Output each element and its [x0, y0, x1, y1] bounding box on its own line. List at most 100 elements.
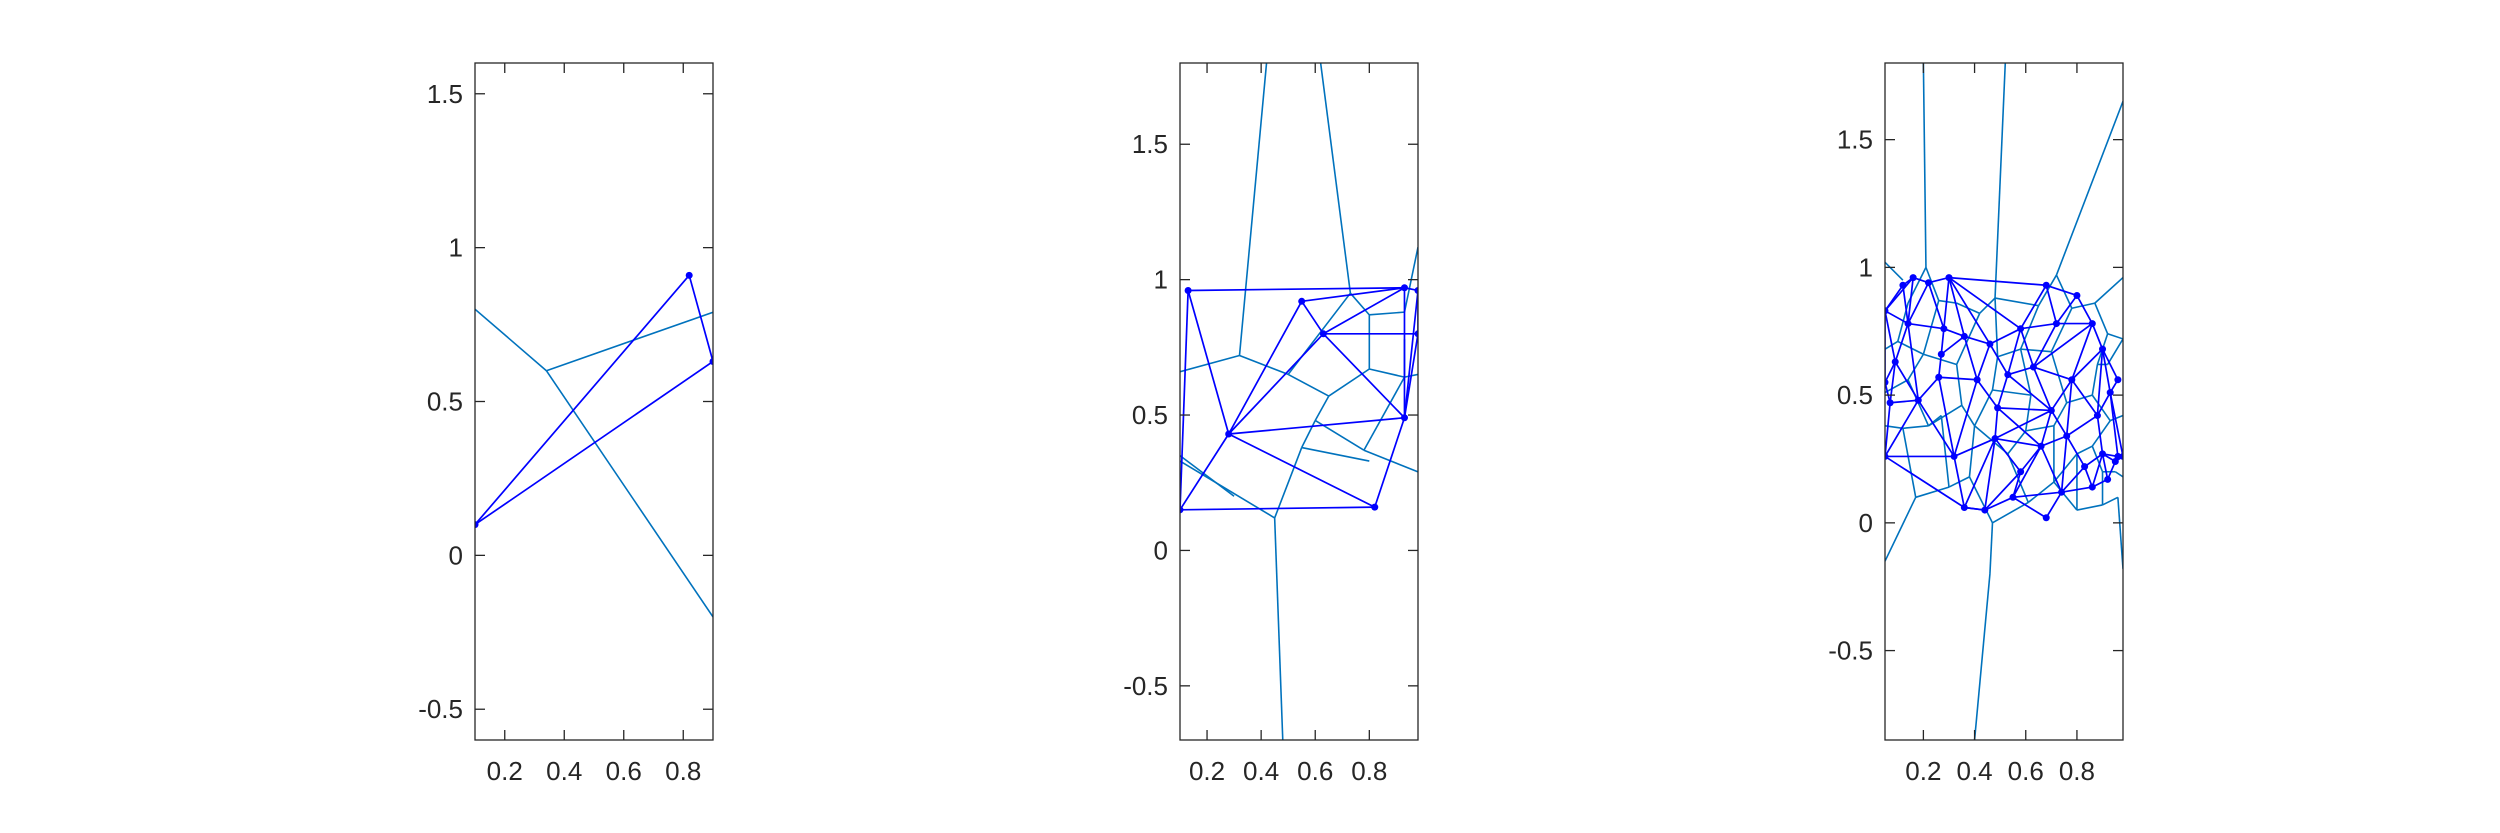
- delaunay-edge: [1983, 438, 1996, 511]
- data-point: [1925, 279, 1933, 287]
- delaunay-edge: [2096, 392, 2111, 416]
- delaunay-edge: [1928, 276, 1950, 284]
- delaunay-edge: [1976, 343, 1991, 381]
- y-tick-label: -0.5: [1828, 636, 1873, 666]
- delaunay-edge: [2071, 379, 2099, 417]
- y-tick-label: 1: [449, 233, 463, 263]
- delaunay-edge: [1228, 433, 1376, 508]
- y-tick-label: 1: [1154, 265, 1168, 295]
- y-tick-label: 1.5: [1837, 125, 1873, 155]
- data-point: [1891, 358, 1899, 366]
- delaunay-edge: [1953, 379, 1978, 457]
- voronoi-edge: [1273, 447, 1303, 519]
- delaunay-edge: [1907, 322, 1944, 330]
- voronoi-edge: [1180, 354, 1240, 373]
- delaunay-edge: [2109, 392, 2119, 457]
- data-point: [1319, 330, 1327, 338]
- y-tick-label: 0: [1859, 508, 1873, 538]
- voronoi-edge: [1238, 63, 1268, 356]
- voronoi-edge: [2117, 497, 2123, 569]
- delaunay-edge: [1953, 437, 1996, 458]
- voronoi-edge: [2053, 402, 2068, 427]
- data-point: [1904, 320, 1912, 328]
- delaunay-edge: [2045, 284, 2078, 297]
- delaunay-edge: [2065, 435, 2086, 468]
- data-point: [2047, 406, 2055, 414]
- delaunay-edge: [1301, 286, 1405, 303]
- data-point: [2004, 371, 2012, 379]
- delaunay-edge: [1180, 433, 1230, 511]
- voronoi-edge: [2050, 307, 2073, 353]
- delaunay-edge: [2012, 496, 2047, 519]
- delaunay-edge: [2040, 445, 2063, 493]
- delaunay-edge: [2032, 323, 2058, 368]
- voronoi-edge: [1314, 395, 1330, 421]
- delaunay-edge: [1889, 361, 1897, 403]
- data-point: [2099, 450, 2107, 458]
- voronoi-edge: [2050, 351, 2068, 404]
- delaunay-edge: [2033, 366, 2073, 381]
- delaunay-edge: [1948, 277, 1966, 337]
- delaunay-edge: [1989, 343, 2009, 376]
- data-point: [2042, 514, 2050, 522]
- voronoi-edge: [2024, 394, 2032, 431]
- delaunay-edge: [2012, 491, 2062, 499]
- delaunay-edge: [1994, 409, 2052, 440]
- data-point: [1937, 350, 1945, 358]
- data-point: [1414, 286, 1418, 294]
- data-point: [1414, 330, 1418, 338]
- voronoi-edge: [1300, 420, 1316, 448]
- voronoi-edge: [1997, 348, 2021, 358]
- data-point: [1914, 396, 1922, 404]
- voronoi-edge: [1973, 389, 1994, 427]
- voronoi-edge: [2020, 348, 2052, 353]
- data-point: [1973, 376, 1981, 384]
- delaunay-edge: [2007, 366, 2034, 376]
- delaunay-edge: [1940, 328, 1945, 355]
- delaunay-edge: [1885, 399, 1920, 457]
- delaunay-edge: [1907, 323, 1920, 401]
- delaunay-edge: [1963, 438, 1996, 508]
- voronoi-edge: [2027, 481, 2055, 504]
- data-point: [2063, 432, 2071, 440]
- voronoi-edge: [1961, 404, 1976, 427]
- data-point: [1994, 404, 2002, 412]
- delaunay-edge: [1964, 335, 1991, 345]
- delaunay-edge: [2071, 348, 2104, 381]
- delaunay-edge: [1963, 336, 1978, 381]
- data-point: [2029, 363, 2037, 371]
- data-point: [2037, 442, 2045, 450]
- data-point: [2052, 320, 2060, 328]
- delaunay-edge: [1996, 374, 2009, 409]
- voronoi-edge: [1885, 379, 1909, 394]
- x-tick-label: 0.6: [1297, 756, 1333, 786]
- x-tick-label: 0.4: [1243, 756, 1279, 786]
- voronoi-edge: [1973, 573, 1991, 740]
- delaunay-edge: [1917, 399, 1955, 457]
- data-point: [2093, 412, 2101, 420]
- voronoi-edge: [1994, 297, 2039, 307]
- x-tick-label: 0.6: [606, 756, 642, 786]
- data-point: [2073, 291, 2081, 299]
- x-tick-label: 0.8: [665, 756, 701, 786]
- delaunay-edge: [2040, 435, 2068, 447]
- delaunay-edge: [1917, 376, 1940, 401]
- delaunay-edge: [1885, 310, 1897, 363]
- data-point: [2042, 281, 2050, 289]
- x-tick-label: 0.8: [1351, 756, 1387, 786]
- y-tick-label: 1: [1859, 252, 1873, 282]
- data-point: [1940, 325, 1948, 333]
- voronoi-edge: [1928, 414, 1942, 427]
- delaunay-edge: [1948, 277, 1991, 345]
- voronoi-edge: [2076, 445, 2093, 455]
- voronoi-edge: [2091, 364, 2099, 396]
- data-point: [709, 357, 713, 365]
- delaunay-edge: [2065, 379, 2073, 437]
- delaunay-edge: [1943, 327, 1965, 338]
- delaunay-edge: [475, 274, 690, 526]
- y-tick-label: 0: [449, 540, 463, 570]
- data-point: [685, 271, 693, 279]
- axes-box: [1884, 62, 2124, 741]
- delaunay-edge: [2012, 445, 2042, 498]
- delaunay-edge: [2084, 453, 2104, 468]
